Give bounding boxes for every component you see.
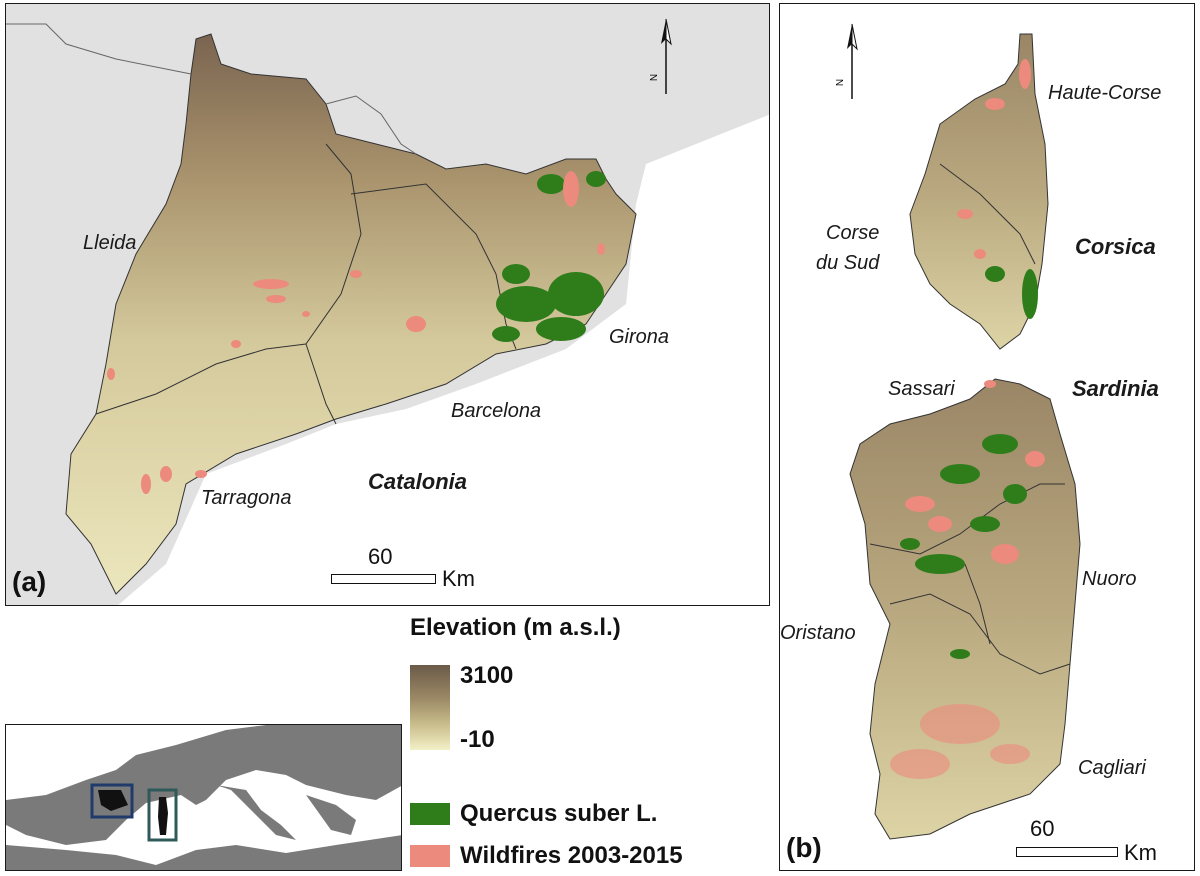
region-label-corsica: Corsica bbox=[1075, 234, 1156, 259]
inset-box-sardinia bbox=[147, 788, 178, 842]
north-arrow-icon bbox=[661, 18, 672, 94]
inset-land bbox=[6, 725, 401, 845]
elevation-color-ramp bbox=[410, 665, 450, 750]
panel-letter-b: (b) bbox=[786, 832, 822, 863]
province-label-nuoro: Nuoro bbox=[1082, 568, 1137, 590]
region-label-sardinia: Sardinia bbox=[1072, 376, 1159, 401]
inset-catalonia-shape bbox=[98, 790, 128, 811]
sardinia-landmass bbox=[849, 378, 1081, 840]
province-label-barcelona: Barcelona bbox=[451, 400, 542, 422]
legend-quercus-label: Quercus suber L. bbox=[460, 800, 658, 827]
province-border bbox=[305, 143, 362, 425]
legend-elevation-title: Elevation (m a.s.l.) bbox=[410, 614, 621, 641]
province-label-girona: Girona bbox=[609, 326, 670, 348]
wildfire-patches bbox=[107, 171, 605, 494]
elevation-min-label: -10 bbox=[460, 726, 495, 753]
corsica-sardinia-map bbox=[849, 33, 1081, 840]
inset-map bbox=[6, 725, 401, 870]
inset-sardinia-shape bbox=[158, 797, 168, 835]
province-label-corse: Corse bbox=[826, 222, 880, 244]
sea bbox=[118, 114, 769, 605]
catalonia-map bbox=[6, 23, 769, 605]
province-label-tarragona: Tarragona bbox=[201, 487, 292, 509]
catalonia-landmass bbox=[65, 33, 637, 595]
scale-value-b: 60 bbox=[1030, 816, 1055, 841]
scale-bar-b bbox=[1016, 847, 1118, 857]
country-border bbox=[325, 95, 417, 155]
north-label-a: N bbox=[649, 73, 661, 82]
scale-bar-a bbox=[331, 574, 436, 584]
wildfire-patches-b bbox=[890, 59, 1045, 779]
inset-locator-map bbox=[5, 724, 402, 871]
north-arrow-icon bbox=[847, 23, 858, 99]
scale-value-a: 60 bbox=[368, 544, 393, 569]
legend-wildfires-label: Wildfires 2003-2015 bbox=[460, 842, 683, 869]
province-label-haute-corse: Haute-Corse bbox=[1048, 82, 1162, 104]
panel-letter-a: (a) bbox=[12, 566, 47, 597]
north-label-b: N bbox=[835, 78, 847, 87]
corsica-landmass bbox=[909, 33, 1049, 350]
inset-land-africa bbox=[6, 835, 401, 870]
region-label-catalonia: Catalonia bbox=[368, 469, 468, 494]
province-label-oristano: Oristano bbox=[780, 622, 856, 644]
wildfire-swatch bbox=[410, 845, 450, 867]
quercus-patches bbox=[492, 171, 606, 342]
province-label-sassari: Sassari bbox=[888, 378, 955, 400]
province-label-lleida: Lleida bbox=[83, 232, 137, 254]
country-border bbox=[6, 23, 192, 75]
elevation-max-label: 3100 bbox=[460, 662, 514, 689]
map-panel-corsica-sardinia: Haute-Corse Corse du Sud Corsica Sassari… bbox=[779, 3, 1195, 871]
inset-balkans bbox=[306, 795, 356, 835]
province-label-cagliari: Cagliari bbox=[1078, 757, 1146, 779]
scale-unit-a: Km bbox=[442, 566, 475, 591]
province-border bbox=[95, 343, 307, 415]
inset-box-catalonia bbox=[90, 783, 134, 819]
inset-italy bbox=[216, 785, 296, 840]
province-border bbox=[964, 563, 991, 645]
map-panel-catalonia: Lleida Girona Barcelona Tarragona Catalo… bbox=[5, 3, 770, 606]
province-border bbox=[889, 593, 1071, 675]
province-border bbox=[939, 163, 1036, 265]
province-label-du-sud: du Sud bbox=[816, 252, 880, 274]
quercus-patches-b bbox=[900, 266, 1038, 659]
quercus-swatch bbox=[410, 803, 450, 825]
scale-unit-b: Km bbox=[1124, 840, 1157, 865]
